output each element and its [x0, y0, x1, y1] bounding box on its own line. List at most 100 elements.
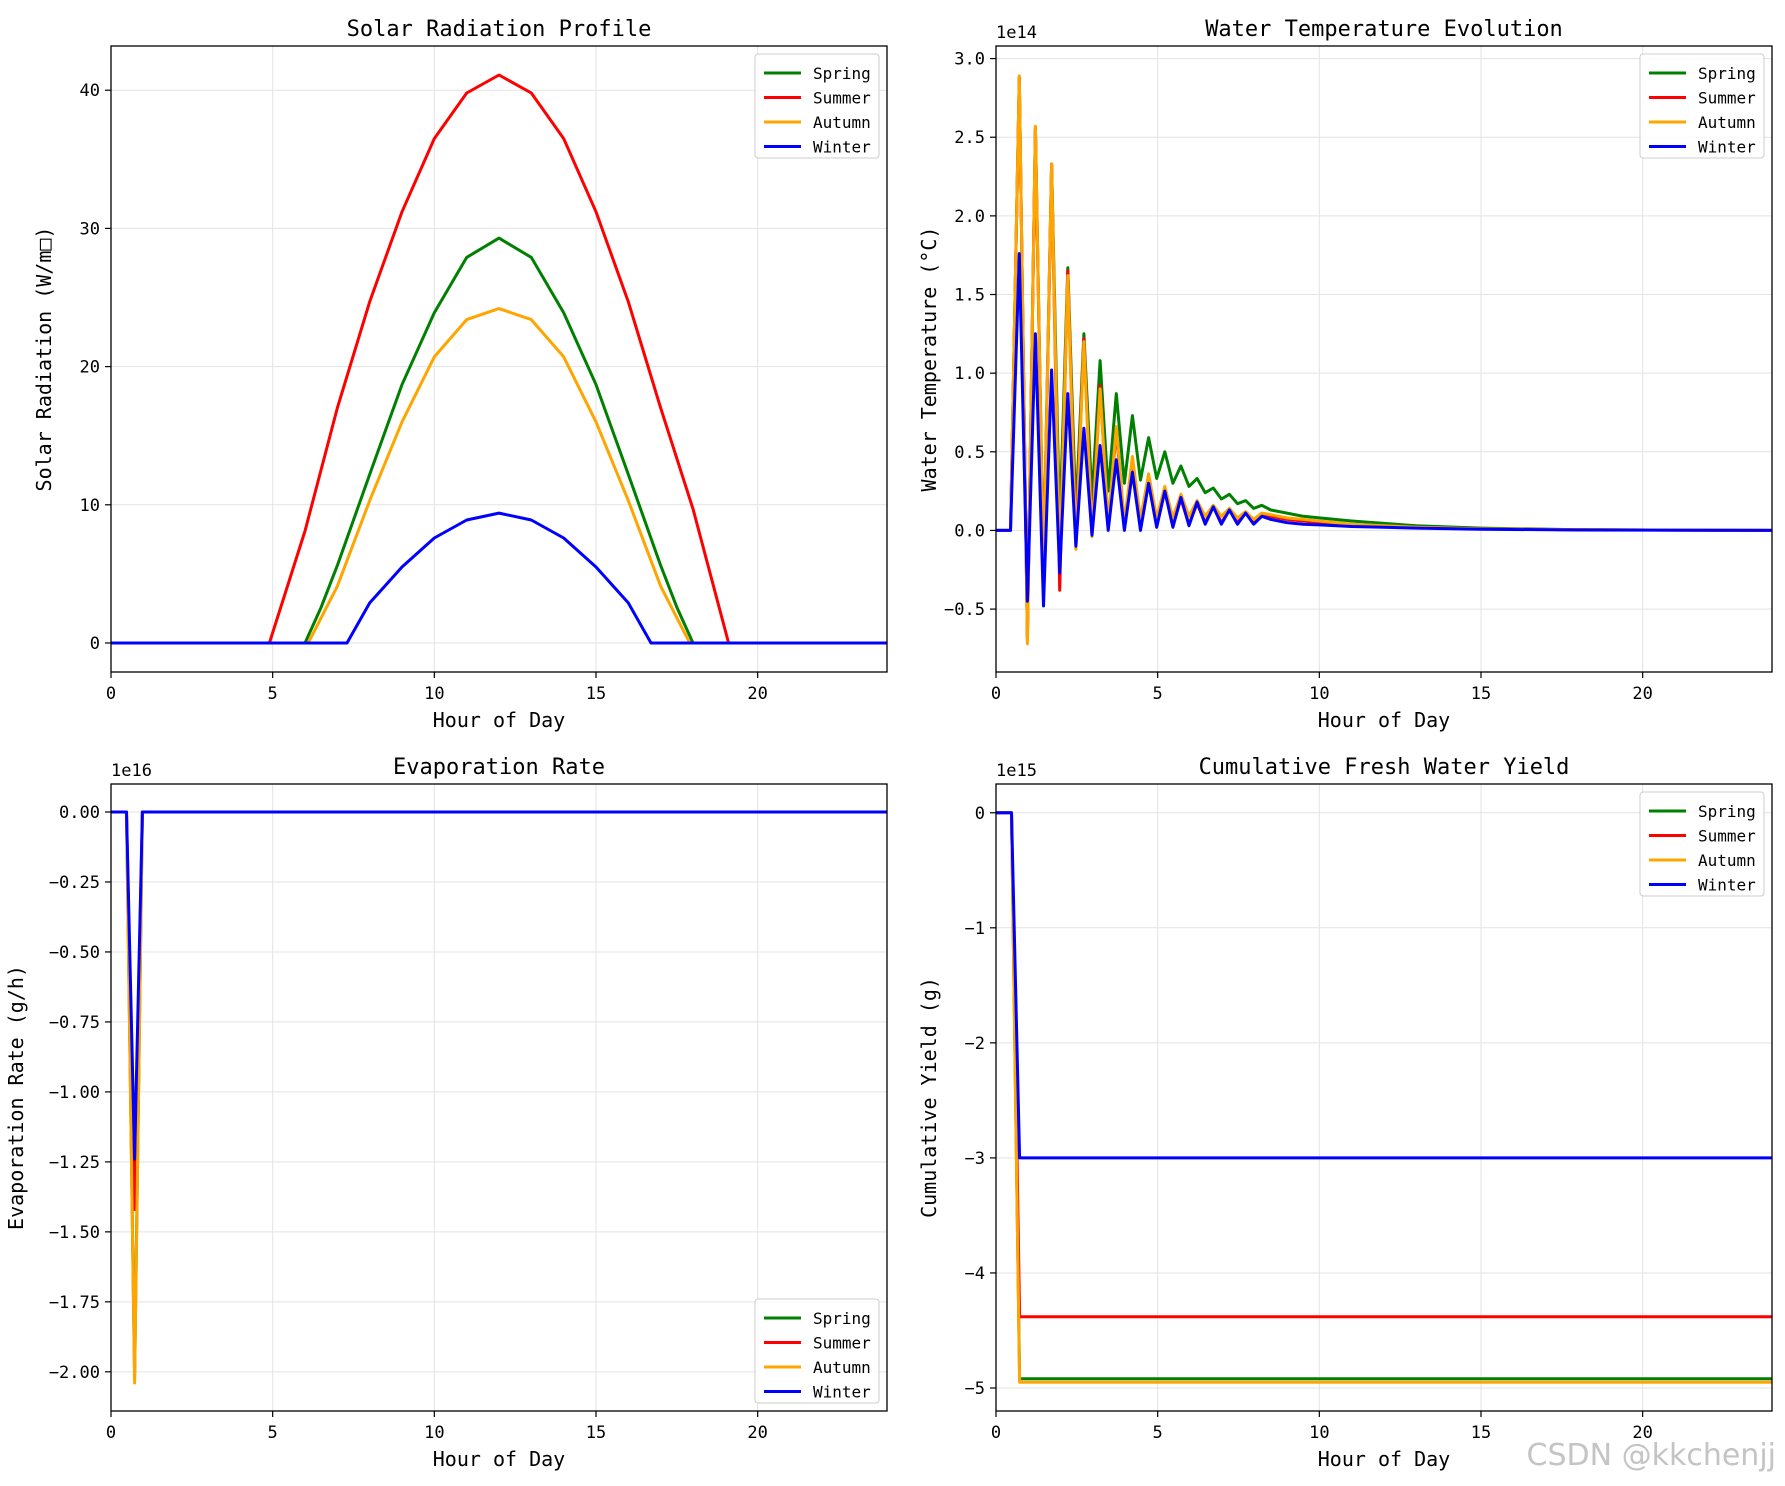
legend-box	[1639, 791, 1765, 897]
y-tick-label: −2.00	[49, 1363, 100, 1383]
legend-label-summer: Summer	[1698, 89, 1756, 108]
legend-box	[754, 53, 880, 159]
series-line-winter	[996, 811, 1772, 1160]
y-tick-label: 3.0	[954, 50, 985, 70]
y-tick-label: 0.00	[59, 803, 100, 823]
x-tick-label: 5	[1153, 1423, 1163, 1443]
legend-label-winter: Winter	[1698, 876, 1756, 895]
chart-title: Solar Radiation Profile	[347, 17, 652, 42]
series-line-autumn	[996, 74, 1772, 646]
y-tick-label: −2	[965, 1034, 985, 1054]
legend: Spring Summer Autumn Winter	[1639, 791, 1765, 897]
axis-offset-text: 1e16	[111, 761, 152, 781]
x-tick-label: 10	[424, 684, 444, 704]
x-tick-label: 5	[268, 1423, 278, 1443]
x-tick-label: 10	[1309, 684, 1329, 704]
legend-label-winter: Winter	[813, 1383, 871, 1402]
axes-frame	[110, 783, 888, 1412]
y-tick-label: 40	[80, 81, 100, 101]
x-axis-label: Hour of Day	[1318, 1447, 1450, 1471]
series-line-autumn	[996, 811, 1772, 1384]
y-axis-label: Water Temperature (°C)	[917, 227, 941, 492]
legend-label-autumn: Autumn	[1698, 851, 1756, 870]
legend-box	[754, 1298, 880, 1404]
watermark: CSDN @kkchenjj	[1527, 1438, 1776, 1473]
panel-solar-radiation: 0 5 10 15 20 0 10 20 30 40 Solar Radiation Profile…	[32, 17, 888, 732]
legend-label-winter: Winter	[1698, 138, 1756, 157]
y-tick-label: 0.5	[954, 443, 985, 463]
chart-title: Evaporation Rate	[393, 755, 605, 780]
legend-box	[1639, 53, 1765, 159]
y-tick-label: −1.50	[49, 1223, 100, 1243]
legend-label-autumn: Autumn	[813, 1358, 871, 1377]
series-line-winter	[996, 252, 1772, 608]
y-axis-label: Cumulative Yield (g)	[917, 977, 941, 1218]
axes-frame	[995, 45, 1773, 673]
chart-title: Water Temperature Evolution	[1205, 17, 1563, 42]
legend-label-summer: Summer	[813, 1334, 871, 1353]
x-tick-label: 0	[106, 1423, 116, 1443]
panel-evaporation-rate: 0 5 10 15 20 −2.00 −1.75 −1.50 −1.25 −1.00 −0.75 −0…	[4, 755, 888, 1471]
y-tick-label: 2.0	[954, 207, 985, 227]
series-line-summer	[111, 73, 887, 645]
y-tick-label: −0.75	[49, 1013, 100, 1033]
x-tick-label: 20	[1632, 684, 1652, 704]
x-tick-label: 15	[586, 684, 606, 704]
chart-title: Cumulative Fresh Water Yield	[1199, 755, 1570, 780]
axes-frame	[995, 783, 1773, 1412]
series-line-summer	[996, 76, 1772, 642]
series-line-spring	[111, 236, 887, 645]
x-tick-label: 15	[586, 1423, 606, 1443]
y-tick-label: −1	[965, 919, 985, 939]
y-tick-label: 0	[90, 634, 100, 654]
x-tick-label: 15	[1471, 684, 1491, 704]
axis-offset-text: 1e14	[996, 23, 1037, 43]
legend-label-spring: Spring	[813, 1309, 871, 1328]
legend: Spring Summer Autumn Winter	[1639, 53, 1765, 159]
series-line-winter	[111, 511, 887, 645]
y-axis-label: Evaporation Rate (g/h)	[4, 965, 28, 1230]
legend-label-spring: Spring	[813, 64, 871, 83]
legend: Spring Summer Autumn Winter	[754, 1298, 880, 1404]
series-line-summer	[111, 810, 887, 1211]
y-tick-label: 20	[80, 358, 100, 378]
x-tick-label: 0	[106, 684, 116, 704]
legend-label-autumn: Autumn	[813, 113, 871, 132]
series-line-spring	[996, 76, 1772, 639]
x-axis-label: Hour of Day	[1318, 708, 1450, 732]
panel-cumulative-yield: 0 5 10 15 20 −5 −4 −3 −2 −1 0 1e15 Cumulative Fresh …	[917, 755, 1773, 1471]
y-tick-label: 2.5	[954, 128, 985, 148]
legend-label-summer: Summer	[813, 89, 871, 108]
y-tick-label: −0.5	[944, 600, 985, 620]
x-tick-label: 10	[424, 1423, 444, 1443]
y-tick-label: −1.00	[49, 1083, 100, 1103]
x-tick-label: 0	[991, 1423, 1001, 1443]
series-line-winter	[111, 810, 887, 1161]
y-tick-label: 10	[80, 496, 100, 516]
x-tick-label: 0	[991, 684, 1001, 704]
panel-water-temperature: 0 5 10 15 20 −0.5 0.0 0.5 1.0 1.5 2.0 2.5 3.0 1e14 Wat…	[917, 17, 1773, 732]
axis-offset-text: 1e15	[996, 761, 1037, 781]
x-tick-label: 5	[1153, 684, 1163, 704]
legend: Spring Summer Autumn Winter	[754, 53, 880, 159]
y-tick-label: 30	[80, 219, 100, 239]
legend-label-summer: Summer	[1698, 827, 1756, 846]
x-tick-label: 10	[1309, 1423, 1329, 1443]
legend-label-winter: Winter	[813, 138, 871, 157]
y-tick-label: −4	[965, 1264, 985, 1284]
legend-label-autumn: Autumn	[1698, 113, 1756, 132]
axes-frame	[110, 45, 888, 673]
y-tick-label: −0.50	[49, 943, 100, 963]
y-tick-label: −1.25	[49, 1153, 100, 1173]
series-line-spring	[996, 811, 1772, 1381]
y-tick-label: −1.75	[49, 1293, 100, 1313]
x-tick-label: 5	[268, 684, 278, 704]
y-tick-label: 1.5	[954, 286, 985, 306]
y-tick-label: 0.0	[954, 521, 985, 541]
x-axis-label: Hour of Day	[433, 708, 565, 732]
series-line-spring	[111, 810, 887, 1379]
legend-label-spring: Spring	[1698, 64, 1756, 83]
y-tick-label: 0	[975, 804, 985, 824]
x-axis-label: Hour of Day	[433, 1447, 565, 1471]
